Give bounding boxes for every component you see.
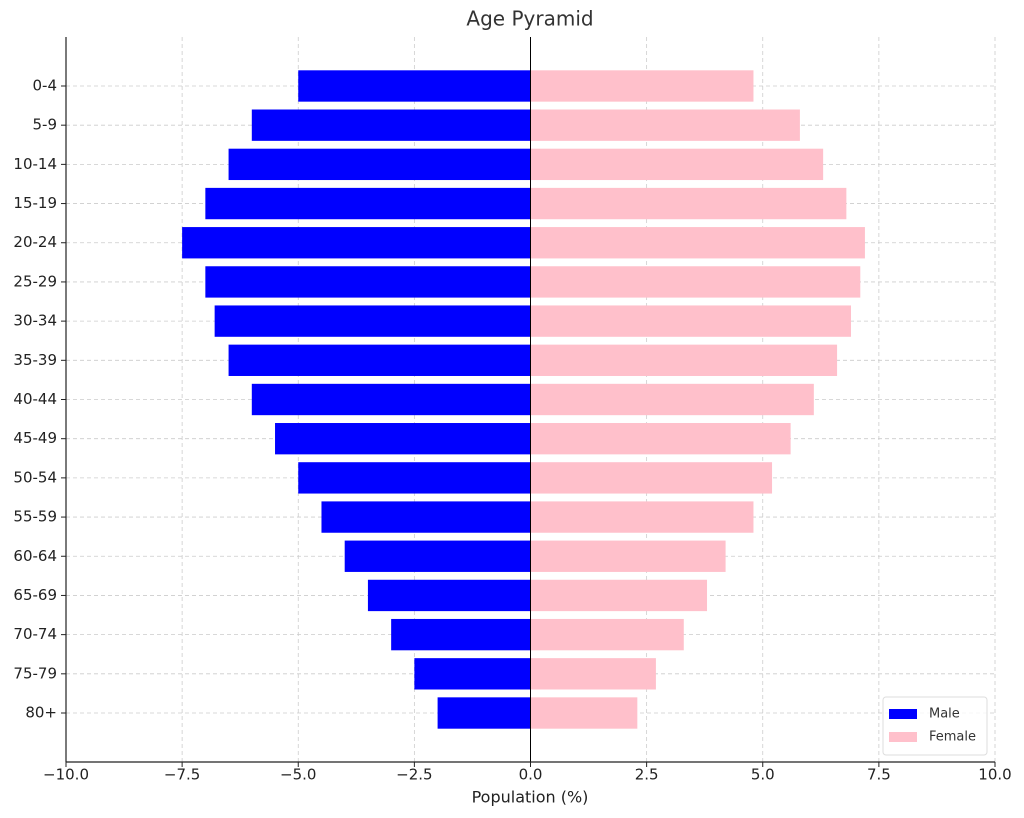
x-axis-label: Population (%): [472, 788, 589, 807]
bar: [530, 618, 684, 651]
chart-title: Age Pyramid: [466, 7, 593, 31]
y-tick-label: 20-24: [13, 233, 57, 251]
bar: [530, 70, 754, 102]
bar: [251, 383, 531, 416]
x-tick-label: 5.0: [751, 766, 775, 784]
y-tick-label: 60-64: [13, 547, 57, 565]
y-tick-label: 35-39: [13, 351, 57, 369]
x-tick-label: −10.0: [43, 766, 89, 784]
bar: [530, 187, 847, 220]
x-tick-label: 7.5: [867, 766, 891, 784]
bar: [228, 148, 531, 181]
x-tick-label: −5.0: [280, 766, 316, 784]
bar: [367, 579, 531, 612]
x-tick-label: 2.5: [635, 766, 659, 784]
y-tick-label: 45-49: [13, 429, 57, 447]
bar: [275, 423, 531, 455]
y-tick-label: 10-14: [13, 155, 57, 173]
bar: [298, 70, 531, 102]
y-tick-label: 55-59: [13, 508, 57, 526]
bar: [530, 658, 656, 690]
y-tick-label: 75-79: [13, 664, 57, 682]
bar: [530, 109, 800, 141]
y-tick-label: 50-54: [13, 468, 57, 486]
y-tick-label: 40-44: [13, 390, 57, 408]
x-tick-label: 0.0: [519, 766, 543, 784]
bar: [530, 540, 726, 572]
x-tick-label: 10.0: [978, 766, 1011, 784]
bar: [530, 305, 852, 337]
bar: [182, 227, 531, 259]
bar: [251, 109, 531, 141]
y-tick-label: 15-19: [13, 194, 57, 212]
bar: [391, 618, 531, 651]
y-tick-label: 25-29: [13, 272, 57, 290]
bar: [214, 305, 531, 337]
bar: [344, 540, 531, 572]
bar: [530, 383, 814, 416]
bar: [530, 423, 791, 455]
bar: [414, 658, 531, 690]
bar: [530, 501, 754, 533]
bar: [530, 344, 838, 376]
bar: [205, 187, 531, 220]
legend-label: Male: [929, 707, 960, 722]
bar: [437, 697, 531, 729]
x-tick-label: −2.5: [396, 766, 432, 784]
y-tick-label: 65-69: [13, 586, 57, 604]
y-tick-label: 30-34: [13, 312, 57, 330]
y-tick-label: 0-4: [33, 76, 58, 94]
y-tick-label: 70-74: [13, 625, 57, 643]
y-tick-label: 80+: [25, 704, 57, 722]
bar: [298, 462, 531, 494]
legend-label: Female: [929, 730, 976, 745]
bar: [530, 266, 861, 298]
bar: [228, 344, 531, 376]
bar: [530, 697, 638, 729]
bar: [530, 579, 708, 612]
bar: [530, 227, 865, 259]
bar: [530, 462, 773, 494]
bar: [530, 148, 824, 181]
y-tick-label: 5-9: [33, 116, 58, 134]
bar: [321, 501, 531, 533]
legend-swatch: [889, 732, 917, 742]
legend-swatch: [889, 709, 917, 719]
x-tick-label: −7.5: [164, 766, 200, 784]
bar: [205, 266, 531, 298]
